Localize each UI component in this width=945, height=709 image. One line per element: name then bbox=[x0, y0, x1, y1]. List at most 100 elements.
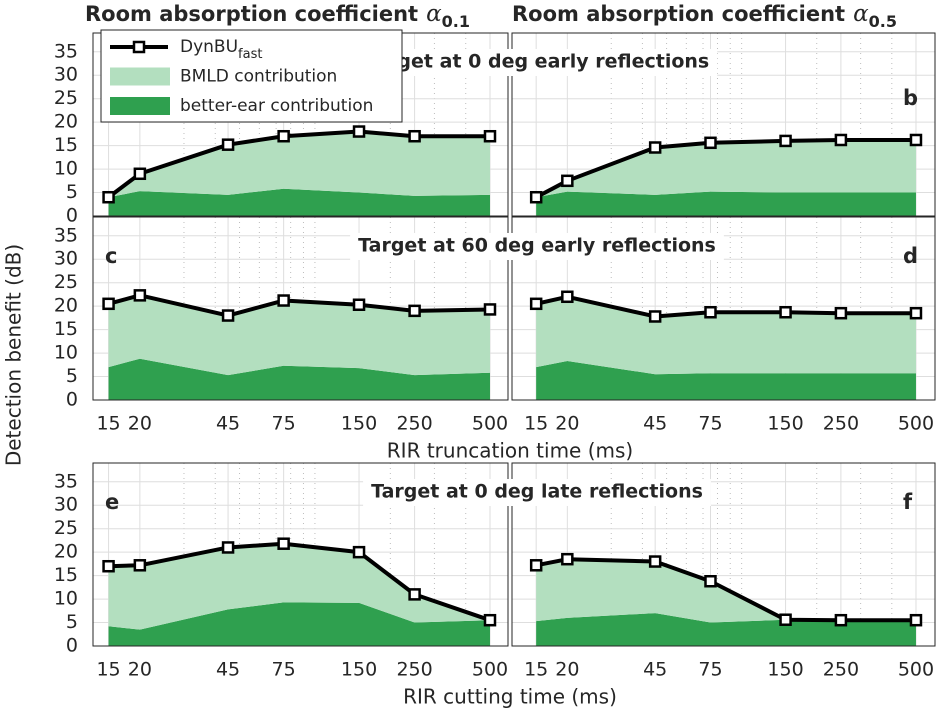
marker bbox=[529, 297, 543, 311]
x-tick-label: 500 bbox=[898, 659, 934, 681]
marker bbox=[834, 306, 848, 320]
marker bbox=[352, 125, 366, 138]
stacked-area bbox=[108, 188, 490, 216]
title-subscript: 0.1 bbox=[442, 12, 470, 31]
marker bbox=[834, 133, 848, 147]
y-tick-label: 25 bbox=[54, 271, 78, 293]
marker bbox=[221, 138, 235, 151]
legend-swatch bbox=[110, 67, 170, 86]
column-title: Room absorption coefficient α0.1 bbox=[85, 1, 470, 31]
plot-frame bbox=[92, 462, 509, 647]
marker bbox=[408, 129, 421, 143]
marker bbox=[483, 129, 497, 143]
y-tick-label: 5 bbox=[66, 181, 78, 203]
marker bbox=[483, 613, 497, 627]
panel-letter: b bbox=[903, 86, 918, 110]
legend-text: better-ear contribution bbox=[180, 96, 373, 116]
plot-frame bbox=[92, 216, 509, 401]
marker bbox=[704, 574, 717, 588]
marker bbox=[779, 306, 792, 319]
stacked-area bbox=[536, 191, 916, 216]
y-tick-label: 20 bbox=[54, 111, 78, 133]
legend: DynBUfast BMLD contribution better-ear con… bbox=[100, 29, 403, 123]
y-tick-label: 0 bbox=[66, 389, 78, 411]
stacked-area bbox=[536, 361, 916, 400]
title-symbol: α bbox=[426, 1, 442, 27]
marker bbox=[221, 309, 235, 322]
y-tick-label: 25 bbox=[54, 517, 78, 539]
x-tick-label: 20 bbox=[555, 413, 579, 435]
row-title: Target at 60 deg early reflections bbox=[358, 235, 716, 257]
x-axis-label: RIR truncation time (ms) bbox=[387, 439, 633, 463]
x-tick-label: 20 bbox=[128, 659, 152, 681]
y-tick-label: 35 bbox=[54, 40, 78, 62]
x-tick-label: 15 bbox=[96, 413, 120, 435]
marker bbox=[561, 290, 574, 304]
marker bbox=[483, 303, 497, 316]
marker bbox=[102, 297, 115, 311]
x-tick-label: 500 bbox=[472, 413, 508, 435]
marker bbox=[704, 306, 717, 319]
y-axis-label: Detection benefit (dB) bbox=[2, 244, 26, 466]
legend-swatch bbox=[110, 97, 170, 115]
panel-letter: e bbox=[105, 490, 119, 514]
marker bbox=[277, 129, 290, 143]
column-title: Room absorption coefficient α0.5 bbox=[512, 1, 897, 31]
x-tick-label: 75 bbox=[698, 659, 722, 681]
plot-frame bbox=[511, 462, 936, 647]
plot-frame bbox=[511, 216, 936, 401]
x-tick-label: 75 bbox=[272, 659, 296, 681]
title-text: Room absorption coefficient bbox=[85, 2, 418, 26]
marker bbox=[909, 613, 923, 627]
legend-text: BMLD contribution bbox=[180, 67, 337, 87]
x-tick-label: 500 bbox=[472, 659, 508, 681]
title-text: Room absorption coefficient bbox=[512, 2, 845, 26]
y-tick-label: 15 bbox=[54, 564, 78, 586]
row-title-box bbox=[363, 479, 711, 506]
marker bbox=[277, 294, 290, 307]
x-tick-label: 15 bbox=[96, 659, 120, 681]
x-tick-label: 20 bbox=[128, 413, 152, 435]
stacked-area bbox=[108, 358, 490, 400]
y-tick-label: 10 bbox=[54, 158, 78, 180]
marker bbox=[834, 613, 848, 627]
marker bbox=[909, 133, 923, 147]
panel-letter: f bbox=[903, 490, 913, 514]
stacked-area bbox=[108, 602, 490, 646]
legend-label: DynBUfast bbox=[180, 37, 262, 62]
row-title-box bbox=[350, 233, 724, 260]
marker bbox=[779, 134, 792, 148]
stacked-area bbox=[536, 139, 916, 198]
x-tick-label: 250 bbox=[823, 413, 859, 435]
stacked-area bbox=[108, 543, 490, 630]
y-tick-label: 10 bbox=[54, 588, 78, 610]
x-tick-label: 45 bbox=[216, 413, 240, 435]
x-tick-label: 20 bbox=[555, 659, 579, 681]
marker bbox=[408, 588, 421, 601]
x-tick-label: 45 bbox=[643, 413, 667, 435]
stacked-area bbox=[108, 131, 490, 198]
x-tick-label: 150 bbox=[341, 659, 377, 681]
marker bbox=[102, 559, 115, 573]
marker bbox=[352, 298, 366, 311]
y-tick-label: 25 bbox=[54, 87, 78, 109]
title-subscript: 0.5 bbox=[869, 12, 897, 31]
marker bbox=[648, 141, 662, 154]
y-tick-label: 15 bbox=[54, 318, 78, 340]
y-tick-label: 5 bbox=[66, 611, 78, 633]
marker bbox=[133, 167, 147, 181]
marker bbox=[133, 289, 147, 302]
panel-letter: d bbox=[903, 244, 918, 268]
x-tick-label: 45 bbox=[643, 659, 667, 681]
plot-frame bbox=[511, 32, 936, 217]
x-tick-label: 150 bbox=[341, 413, 377, 435]
legend-marker bbox=[132, 40, 146, 54]
legend-label: better-ear contribution bbox=[180, 96, 373, 116]
marker bbox=[779, 613, 792, 626]
y-tick-label: 35 bbox=[54, 470, 78, 492]
marker bbox=[561, 552, 574, 566]
legend-subscript: fast bbox=[238, 47, 262, 62]
y-tick-label: 10 bbox=[54, 342, 78, 364]
y-tick-label: 0 bbox=[66, 205, 78, 227]
